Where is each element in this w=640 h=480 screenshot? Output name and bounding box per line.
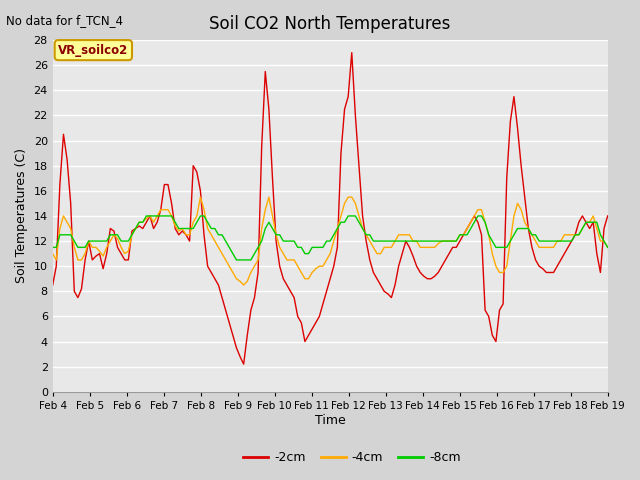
Title: Soil CO2 North Temperatures: Soil CO2 North Temperatures	[209, 15, 451, 33]
Legend: -2cm, -4cm, -8cm: -2cm, -4cm, -8cm	[238, 446, 466, 469]
Text: VR_soilco2: VR_soilco2	[58, 44, 129, 57]
Text: No data for f_TCN_4: No data for f_TCN_4	[6, 14, 124, 27]
Y-axis label: Soil Temperatures (C): Soil Temperatures (C)	[15, 148, 28, 284]
X-axis label: Time: Time	[315, 414, 346, 427]
